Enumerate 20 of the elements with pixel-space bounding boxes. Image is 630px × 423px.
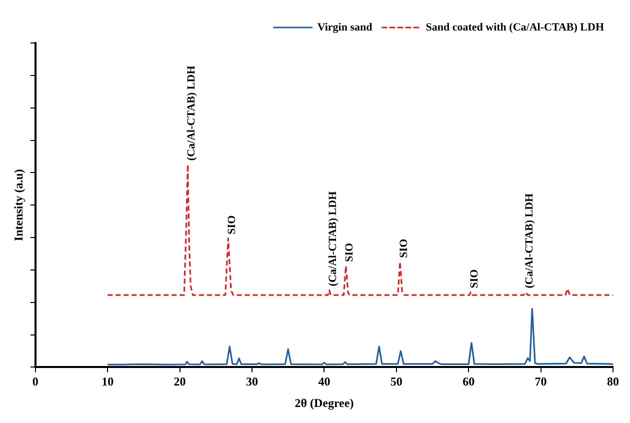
legend-label: Sand coated with (Ca/Al-CTAB) LDH [426, 21, 604, 34]
annotation: SIO [226, 214, 238, 234]
x-axis-title: 2θ (Degree) [294, 396, 354, 410]
x-tick-label: 40 [318, 374, 330, 388]
x-tick-label: 50 [390, 374, 402, 388]
legend-label: Virgin sand [317, 21, 372, 34]
x-tick-label: 10 [102, 374, 114, 388]
annotation: SIO [398, 238, 410, 258]
x-tick-label: 60 [462, 374, 475, 388]
x-tick-label: 0 [32, 374, 38, 388]
x-tick-label: 80 [607, 374, 619, 388]
annotation: (Ca/Al-CTAB) LDH [523, 192, 536, 288]
x-tick-label: 30 [246, 374, 258, 388]
x-tick-label: 20 [174, 374, 186, 388]
y-axis-title: Intensity (a.u) [11, 169, 26, 242]
annotation: SIO [344, 242, 356, 262]
annotation: (Ca/Al-CTAB) LDH [186, 65, 198, 161]
annotation: SIO [468, 268, 481, 288]
x-tick-label: 70 [534, 374, 547, 388]
annotation: (Ca/Al-CTAB) LDH [327, 190, 340, 286]
